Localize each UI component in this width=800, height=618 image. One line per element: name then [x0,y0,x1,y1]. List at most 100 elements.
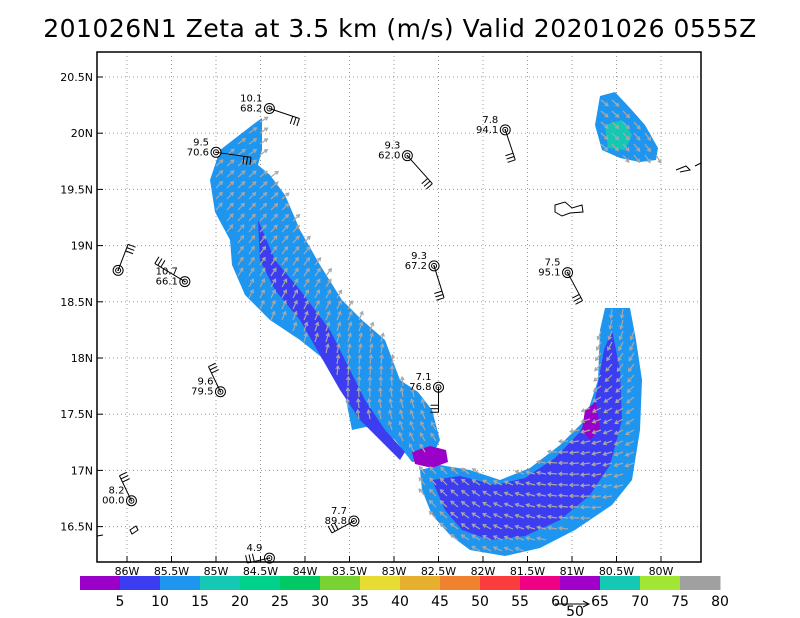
wind-vector [259,181,268,189]
wind-vector [335,353,341,365]
observation-markers: 10.168.29.570.69.362.07.894.19.367.2 7.59… [102,93,583,564]
wind-vector [281,289,287,299]
wind-vector [270,170,279,178]
observation-value-top: 7.5 [545,258,561,269]
wind-vector [356,397,361,409]
wind-vector [557,493,569,498]
wind-vector [595,352,602,362]
wind-vector [259,127,269,134]
wind-vector [627,374,635,383]
purple-patch [412,446,448,468]
wind-vector [237,245,244,255]
wind-vector [536,492,547,498]
wind-vector [237,213,245,222]
wind-vector [503,480,514,486]
wind-vector [429,466,437,475]
wind-vector [347,321,353,332]
observation-value-bottom: 67.2 [405,261,427,272]
wind-vector [226,170,235,178]
wind-vector [259,288,265,299]
wind-vector [248,224,256,233]
wind-vector [336,332,341,343]
wind-vector [292,289,299,299]
colorbar-swatch [120,576,161,590]
colorbar-label: 80 [711,594,729,610]
observation-value-bottom: 79.5 [191,387,213,398]
wind-vector [622,110,631,119]
observation-value-top: 4.9 [246,543,262,554]
wind-vector [590,494,602,499]
observation-station: 9.367.2 [405,251,445,301]
observation-value-top: 7.8 [482,115,498,126]
wind-vector [358,310,364,321]
wind-vector [215,202,223,211]
wind-vector [419,432,426,442]
wind-vector [482,501,492,508]
wind-vector [259,256,266,266]
wind-vector [471,545,481,552]
colorbar-label: 15 [191,594,209,610]
wind-vector [325,289,332,299]
wind-vector [460,534,470,541]
wind-vector [292,256,299,266]
wind-vector [602,451,613,457]
wind-vector [492,546,503,552]
wind-vector [579,515,591,521]
wind-vector [226,180,235,189]
wind-vector [281,192,290,200]
wind-vector [625,407,635,414]
wind-vector [303,256,311,266]
observation-value-top: 8.2 [109,486,125,497]
observation-value-bottom: 00.0 [102,496,124,507]
wind-vector [536,525,547,530]
wind-vector [450,500,459,508]
lon-tick-label: 84.5W [243,565,278,578]
wind-vector [439,488,448,497]
wind-vector [303,267,310,277]
wind-vector [345,375,351,387]
wind-vector [596,330,602,341]
wind-vector [281,213,290,222]
wind-vector [525,525,536,530]
observation-value-bottom: 70.6 [187,147,209,158]
wind-vector [525,470,536,475]
wind-vector [603,407,613,414]
wind-vector [259,192,268,200]
wind-vector [410,398,415,409]
wind-vector [237,181,246,189]
wind-vector [248,127,258,134]
colorbar-swatch [560,576,601,590]
wind-vector [345,397,350,409]
wind-vector [439,522,448,530]
wind-vector [590,472,602,478]
observation-station: 9.570.6 [187,137,252,166]
wind-vector [270,299,276,310]
wind-vector [388,398,394,409]
wind-vector [259,116,269,123]
wind-vector [303,278,310,288]
wind-vector [471,468,481,475]
wind-vector [380,332,385,343]
wind-vector [591,407,602,413]
wind-vector [591,440,602,445]
wind-vector [336,299,342,310]
wind-vector [503,502,514,508]
wind-vector [292,235,300,244]
coast-fragment-east [675,165,692,173]
wind-vector [378,386,383,398]
wind-vector [409,420,415,431]
observation-value-top: 9.3 [411,251,427,262]
northeast-patch-core [605,120,632,150]
wind-vector [303,235,311,244]
wind-vector [281,235,289,244]
wind-vector [292,267,299,277]
wind-vector [618,330,624,341]
wind-vector [346,364,351,376]
lat-tick-label: 18.5N [60,296,93,309]
wind-vector [616,363,624,372]
lon-tick-label: 81W [560,565,585,578]
wind-vector [237,202,245,211]
wind-vector [625,429,635,436]
observation-value-top: 7.7 [331,506,347,517]
wind-vector [626,385,635,394]
